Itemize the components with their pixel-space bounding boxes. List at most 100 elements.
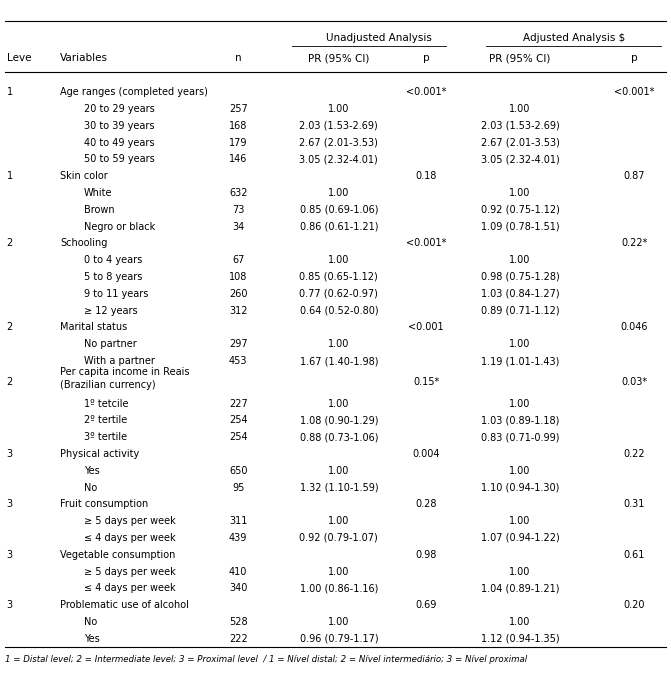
Text: 632: 632 — [229, 188, 248, 198]
Text: 0.96 (0.79-1.17): 0.96 (0.79-1.17) — [299, 634, 378, 644]
Text: (Brazilian currency): (Brazilian currency) — [60, 381, 156, 390]
Text: 1: 1 — [7, 171, 13, 181]
Text: 3: 3 — [7, 499, 13, 510]
Text: 311: 311 — [229, 516, 248, 526]
Text: 73: 73 — [232, 204, 244, 215]
Text: 1.00: 1.00 — [328, 617, 350, 627]
Text: 34: 34 — [232, 222, 244, 232]
Text: 439: 439 — [229, 533, 248, 543]
Text: <0.001*: <0.001* — [406, 238, 446, 248]
Text: 2º tertile: 2º tertile — [84, 415, 127, 425]
Text: Skin color: Skin color — [60, 171, 108, 181]
Text: 1.03 (0.89-1.18): 1.03 (0.89-1.18) — [481, 415, 559, 425]
Text: ≤ 4 days per week: ≤ 4 days per week — [84, 533, 176, 543]
Text: 1.00: 1.00 — [328, 339, 350, 349]
Text: Problematic use of alcohol: Problematic use of alcohol — [60, 600, 189, 611]
Text: 0.87: 0.87 — [623, 171, 645, 181]
Text: Leve: Leve — [7, 54, 32, 63]
Text: 1: 1 — [7, 87, 13, 97]
Text: 528: 528 — [229, 617, 248, 627]
Text: 1.00: 1.00 — [328, 188, 350, 198]
Text: 1.00: 1.00 — [509, 104, 531, 114]
Text: 3.05 (2.32-4.01): 3.05 (2.32-4.01) — [480, 154, 560, 165]
Text: Schooling: Schooling — [60, 238, 108, 248]
Text: 0.98: 0.98 — [415, 549, 437, 560]
Text: 1.09 (0.78-1.51): 1.09 (0.78-1.51) — [480, 222, 560, 232]
Text: 1.04 (0.89-1.21): 1.04 (0.89-1.21) — [481, 583, 559, 593]
Text: 1.03 (0.84-1.27): 1.03 (0.84-1.27) — [480, 289, 560, 299]
Text: Yes: Yes — [84, 466, 99, 476]
Text: 3: 3 — [7, 449, 13, 459]
Text: 1.00: 1.00 — [328, 516, 350, 526]
Text: 3º tertile: 3º tertile — [84, 432, 127, 442]
Text: 1.10 (0.94-1.30): 1.10 (0.94-1.30) — [481, 482, 559, 493]
Text: 1.32 (1.10-1.59): 1.32 (1.10-1.59) — [299, 482, 378, 493]
Text: ≥ 5 days per week: ≥ 5 days per week — [84, 516, 176, 526]
Text: 0.86 (0.61-1.21): 0.86 (0.61-1.21) — [300, 222, 378, 232]
Text: 3: 3 — [7, 549, 13, 560]
Text: 0.88 (0.73-1.06): 0.88 (0.73-1.06) — [300, 432, 378, 442]
Text: 1.00: 1.00 — [509, 617, 531, 627]
Text: 1.19 (1.01-1.43): 1.19 (1.01-1.43) — [481, 356, 559, 366]
Text: No partner: No partner — [84, 339, 137, 349]
Text: 0.77 (0.62-0.97): 0.77 (0.62-0.97) — [299, 289, 378, 299]
Text: Vegetable consumption: Vegetable consumption — [60, 549, 176, 560]
Text: Physical activity: Physical activity — [60, 449, 140, 459]
Text: 0.28: 0.28 — [415, 499, 437, 510]
Text: Per capita income in Reais: Per capita income in Reais — [60, 368, 190, 377]
Text: 297: 297 — [229, 339, 248, 349]
Text: 254: 254 — [229, 432, 248, 442]
Text: 30 to 39 years: 30 to 39 years — [84, 121, 154, 131]
Text: Variables: Variables — [60, 54, 109, 63]
Text: 650: 650 — [229, 466, 248, 476]
Text: 0.92 (0.75-1.12): 0.92 (0.75-1.12) — [480, 204, 560, 215]
Text: 453: 453 — [229, 356, 248, 366]
Text: 0.22: 0.22 — [623, 449, 645, 459]
Text: n: n — [235, 54, 242, 63]
Text: 0.15*: 0.15* — [413, 377, 440, 388]
Text: 0.64 (0.52-0.80): 0.64 (0.52-0.80) — [299, 305, 378, 316]
Text: PR (95% CI): PR (95% CI) — [489, 54, 551, 63]
Text: <0.001*: <0.001* — [406, 87, 446, 97]
Text: 312: 312 — [229, 305, 248, 316]
Text: 3: 3 — [7, 600, 13, 611]
Text: 0.92 (0.79-1.07): 0.92 (0.79-1.07) — [299, 533, 378, 543]
Text: 1.00: 1.00 — [509, 255, 531, 265]
Text: ≤ 4 days per week: ≤ 4 days per week — [84, 583, 176, 593]
Text: 1.00 (0.86-1.16): 1.00 (0.86-1.16) — [300, 583, 378, 593]
Text: 2: 2 — [7, 322, 13, 333]
Text: No: No — [84, 617, 97, 627]
Text: 95: 95 — [232, 482, 244, 493]
Text: Brown: Brown — [84, 204, 115, 215]
Text: 1.00: 1.00 — [328, 255, 350, 265]
Text: 0.85 (0.69-1.06): 0.85 (0.69-1.06) — [300, 204, 378, 215]
Text: 0.046: 0.046 — [621, 322, 648, 333]
Text: 1.00: 1.00 — [509, 188, 531, 198]
Text: 1º tetcile: 1º tetcile — [84, 399, 128, 409]
Text: 1.00: 1.00 — [328, 466, 350, 476]
Text: 1.12 (0.94-1.35): 1.12 (0.94-1.35) — [480, 634, 560, 644]
Text: No: No — [84, 482, 97, 493]
Text: 222: 222 — [229, 634, 248, 644]
Text: 146: 146 — [229, 154, 248, 165]
Text: 260: 260 — [229, 289, 248, 299]
Text: p: p — [423, 54, 429, 63]
Text: 1.00: 1.00 — [509, 516, 531, 526]
Text: Age ranges (completed years): Age ranges (completed years) — [60, 87, 208, 97]
Text: 1.00: 1.00 — [328, 399, 350, 409]
Text: 0.004: 0.004 — [413, 449, 440, 459]
Text: 2: 2 — [7, 377, 13, 388]
Text: 254: 254 — [229, 415, 248, 425]
Text: 1.67 (1.40-1.98): 1.67 (1.40-1.98) — [300, 356, 378, 366]
Text: 1.00: 1.00 — [328, 104, 350, 114]
Text: 0.85 (0.65-1.12): 0.85 (0.65-1.12) — [299, 272, 378, 282]
Text: 1.00: 1.00 — [509, 466, 531, 476]
Text: 9 to 11 years: 9 to 11 years — [84, 289, 148, 299]
Text: 3.05 (2.32-4.01): 3.05 (2.32-4.01) — [299, 154, 378, 165]
Text: 0.03*: 0.03* — [621, 377, 647, 388]
Text: 257: 257 — [229, 104, 248, 114]
Text: 5 to 8 years: 5 to 8 years — [84, 272, 142, 282]
Text: 108: 108 — [229, 272, 248, 282]
Text: 1.00: 1.00 — [509, 339, 531, 349]
Text: 0.61: 0.61 — [623, 549, 645, 560]
